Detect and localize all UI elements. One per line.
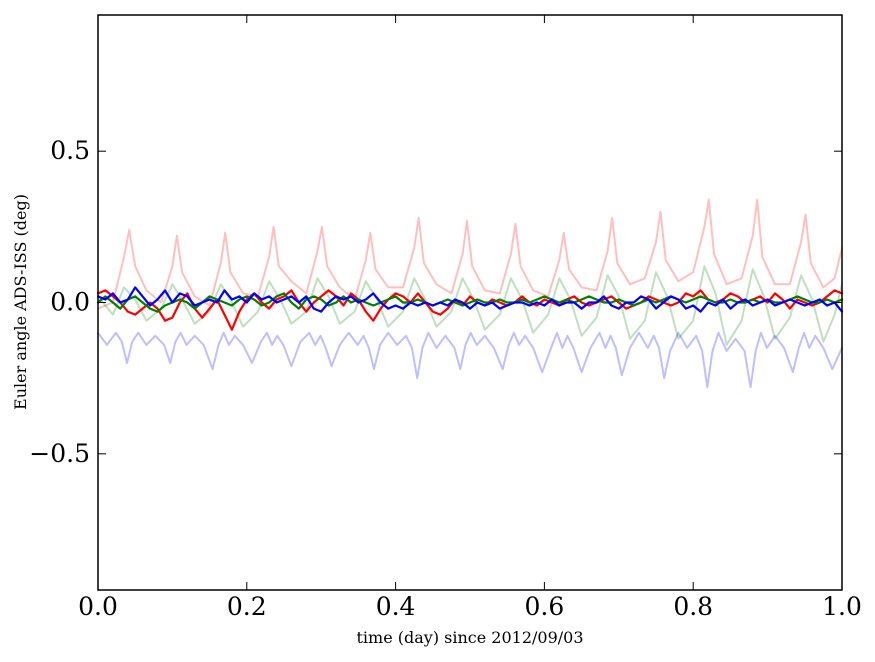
ticks-layer: 0.0 0.2 0.4 0.6 0.8 1.0 −0.5 0.0 0.5 [29, 15, 862, 621]
series-line-blue [96, 286, 844, 313]
y-tick-label: 0.0 [50, 288, 90, 317]
x-tick-label: 0.0 [78, 592, 118, 621]
x-tick-label: 0.2 [227, 592, 267, 621]
x-tick-label: 0.4 [376, 592, 416, 621]
y-tick-label: 0.5 [50, 136, 90, 165]
series-line-blue-faint [97, 331, 843, 389]
x-tick-label: 0.8 [673, 592, 713, 621]
y-axis-label: Euler angle ADS-ISS (deg) [11, 194, 30, 410]
x-tick-label: 0.6 [525, 592, 565, 621]
series-line-red-faint [97, 198, 843, 310]
series-layer [96, 198, 844, 389]
y-tick-label: −0.5 [29, 439, 90, 468]
x-axis-label: time (day) since 2012/09/03 [356, 628, 583, 647]
x-tick-label: 1.0 [822, 592, 862, 621]
